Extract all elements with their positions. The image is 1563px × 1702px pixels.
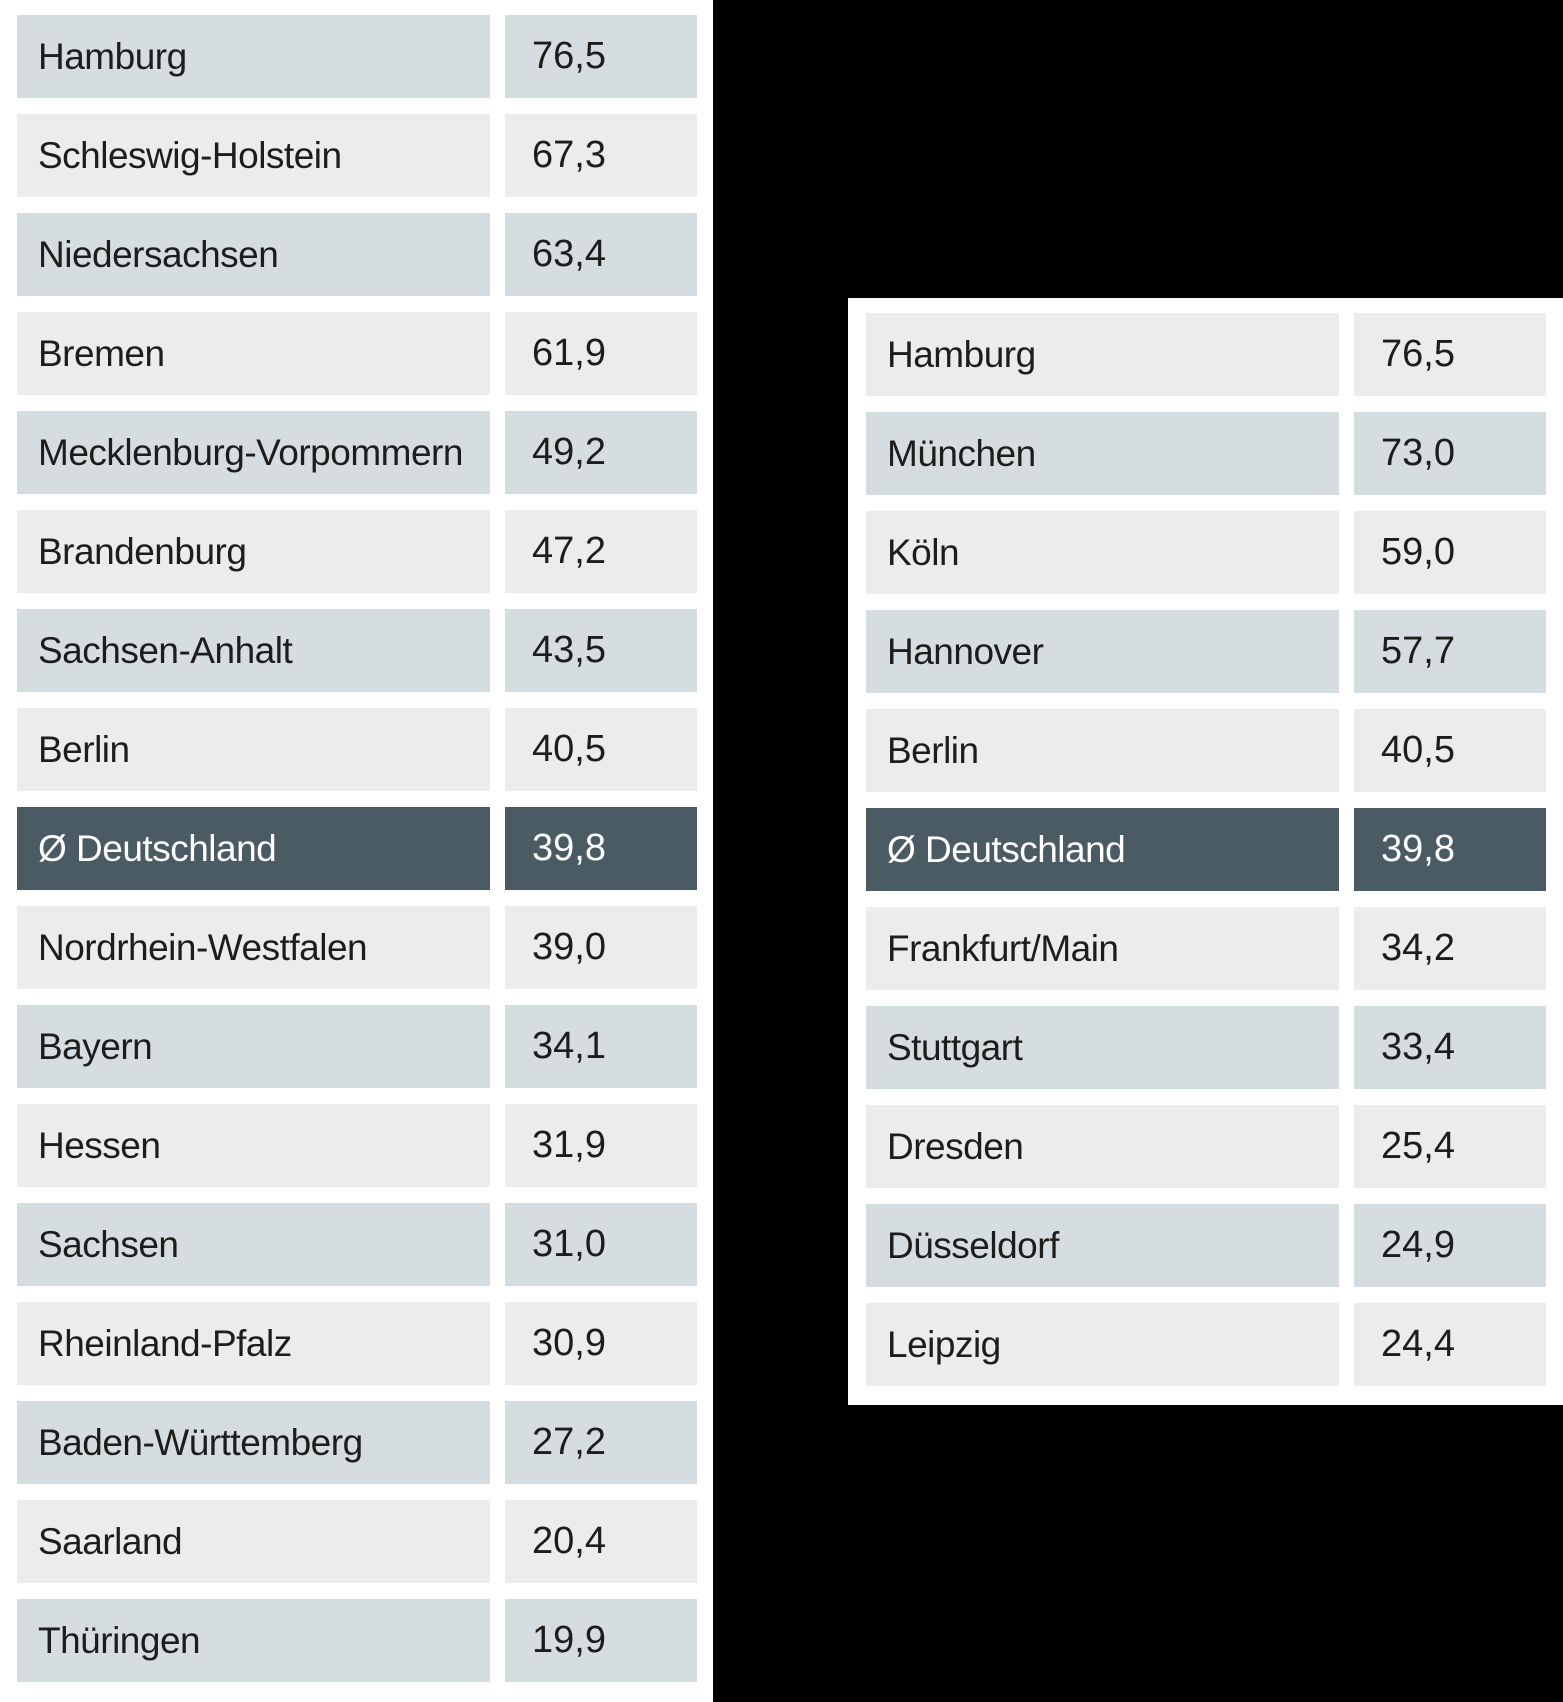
table-row: Schleswig-Holstein 67,3: [17, 114, 713, 197]
row-value-cell: 73,0: [1354, 412, 1546, 495]
table-row: Hannover 57,7: [866, 610, 1563, 693]
row-label-cell: Dresden: [866, 1105, 1339, 1188]
row-label-cell: Ø Deutschland: [17, 807, 490, 890]
table-row: Rheinland-Pfalz 30,9: [17, 1302, 713, 1385]
row-label-cell: Ø Deutschland: [866, 808, 1339, 891]
table-row: Frankfurt/Main 34,2: [866, 907, 1563, 990]
row-value-cell: 63,4: [505, 213, 697, 296]
row-label-cell: Hamburg: [866, 313, 1339, 396]
cities-table-panel: Hamburg 76,5 München 73,0 Köln 59,0 Hann…: [848, 298, 1563, 1405]
row-label-cell: Berlin: [866, 709, 1339, 792]
row-label-cell: München: [866, 412, 1339, 495]
table-row: Nordrhein-Westfalen 39,0: [17, 906, 713, 989]
row-label-cell: Saarland: [17, 1500, 490, 1583]
table-row: Köln 59,0: [866, 511, 1563, 594]
row-label-cell: Mecklenburg-Vorpommern: [17, 411, 490, 494]
row-value-cell: 67,3: [505, 114, 697, 197]
table-row: Dresden 25,4: [866, 1105, 1563, 1188]
row-value-cell: 31,0: [505, 1203, 697, 1286]
states-table: Hamburg 76,5 Schleswig-Holstein 67,3 Nie…: [17, 15, 713, 1682]
row-value-cell: 20,4: [505, 1500, 697, 1583]
table-row: Mecklenburg-Vorpommern 49,2: [17, 411, 713, 494]
row-value-cell: 27,2: [505, 1401, 697, 1484]
row-value-cell: 59,0: [1354, 511, 1546, 594]
row-value-cell: 39,0: [505, 906, 697, 989]
row-label-cell: Hamburg: [17, 15, 490, 98]
table-row: Hamburg 76,5: [866, 313, 1563, 396]
table-row: Berlin 40,5: [866, 709, 1563, 792]
row-value-cell: 40,5: [505, 708, 697, 791]
row-value-cell: 25,4: [1354, 1105, 1546, 1188]
table-row: Hamburg 76,5: [17, 15, 713, 98]
table-row-highlight-average: Ø Deutschland 39,8: [17, 807, 713, 890]
table-row: München 73,0: [866, 412, 1563, 495]
row-value-cell: 34,1: [505, 1005, 697, 1088]
row-label-cell: Thüringen: [17, 1599, 490, 1682]
row-value-cell: 61,9: [505, 312, 697, 395]
row-value-cell: 76,5: [1354, 313, 1546, 396]
row-label-cell: Stuttgart: [866, 1006, 1339, 1089]
row-value-cell: 24,4: [1354, 1303, 1546, 1386]
row-value-cell: 39,8: [1354, 808, 1546, 891]
row-value-cell: 30,9: [505, 1302, 697, 1385]
table-row: Düsseldorf 24,9: [866, 1204, 1563, 1287]
table-row: Bayern 34,1: [17, 1005, 713, 1088]
row-value-cell: 31,9: [505, 1104, 697, 1187]
table-row: Brandenburg 47,2: [17, 510, 713, 593]
row-label-cell: Bayern: [17, 1005, 490, 1088]
table-row: Niedersachsen 63,4: [17, 213, 713, 296]
row-label-cell: Berlin: [17, 708, 490, 791]
row-label-cell: Hannover: [866, 610, 1339, 693]
row-label-cell: Bremen: [17, 312, 490, 395]
row-value-cell: 24,9: [1354, 1204, 1546, 1287]
table-row: Baden-Württemberg 27,2: [17, 1401, 713, 1484]
table-row: Leipzig 24,4: [866, 1303, 1563, 1386]
row-label-cell: Brandenburg: [17, 510, 490, 593]
table-row: Thüringen 19,9: [17, 1599, 713, 1682]
row-label-cell: Hessen: [17, 1104, 490, 1187]
row-label-cell: Nordrhein-Westfalen: [17, 906, 490, 989]
row-label-cell: Leipzig: [866, 1303, 1339, 1386]
cities-table: Hamburg 76,5 München 73,0 Köln 59,0 Hann…: [866, 313, 1563, 1386]
row-label-cell: Schleswig-Holstein: [17, 114, 490, 197]
row-label-cell: Rheinland-Pfalz: [17, 1302, 490, 1385]
states-table-panel: Hamburg 76,5 Schleswig-Holstein 67,3 Nie…: [0, 0, 713, 1702]
row-label-cell: Köln: [866, 511, 1339, 594]
row-value-cell: 57,7: [1354, 610, 1546, 693]
table-row-highlight-average: Ø Deutschland 39,8: [866, 808, 1563, 891]
table-row: Sachsen 31,0: [17, 1203, 713, 1286]
row-value-cell: 47,2: [505, 510, 697, 593]
row-value-cell: 34,2: [1354, 907, 1546, 990]
row-value-cell: 76,5: [505, 15, 697, 98]
table-row: Saarland 20,4: [17, 1500, 713, 1583]
row-value-cell: 39,8: [505, 807, 697, 890]
row-label-cell: Sachsen-Anhalt: [17, 609, 490, 692]
row-value-cell: 40,5: [1354, 709, 1546, 792]
table-row: Stuttgart 33,4: [866, 1006, 1563, 1089]
row-label-cell: Niedersachsen: [17, 213, 490, 296]
table-row: Sachsen-Anhalt 43,5: [17, 609, 713, 692]
row-value-cell: 43,5: [505, 609, 697, 692]
row-label-cell: Frankfurt/Main: [866, 907, 1339, 990]
row-value-cell: 19,9: [505, 1599, 697, 1682]
row-label-cell: Düsseldorf: [866, 1204, 1339, 1287]
row-value-cell: 33,4: [1354, 1006, 1546, 1089]
row-label-cell: Sachsen: [17, 1203, 490, 1286]
row-value-cell: 49,2: [505, 411, 697, 494]
row-label-cell: Baden-Württemberg: [17, 1401, 490, 1484]
table-row: Bremen 61,9: [17, 312, 713, 395]
table-row: Hessen 31,9: [17, 1104, 713, 1187]
table-row: Berlin 40,5: [17, 708, 713, 791]
